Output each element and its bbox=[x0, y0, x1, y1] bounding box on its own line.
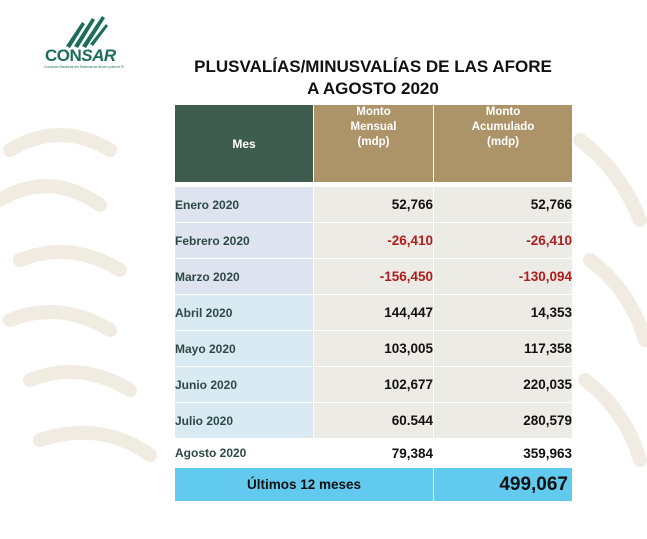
row-monthly-amount: -156,450 bbox=[313, 258, 434, 295]
row-month: Abril 2020 bbox=[174, 294, 314, 331]
row-monthly-amount: 60.544 bbox=[313, 402, 434, 439]
header-acumulado-line1: Monto bbox=[485, 106, 521, 118]
logo-wordmark-suffix: SAR bbox=[81, 46, 116, 65]
row-cumulative-amount: 220,035 bbox=[433, 366, 573, 403]
feather-logo-icon bbox=[66, 16, 108, 48]
table-footer-row: Últimos 12 meses 499,067 bbox=[174, 467, 573, 502]
header-mensual-line2: Mensual bbox=[350, 121, 397, 133]
row-month: Marzo 2020 bbox=[174, 258, 314, 295]
logo-tagline: Comisión Nacional del Sistema de Ahorro … bbox=[44, 65, 124, 69]
table-row: Junio 2020 102,677 220,035 bbox=[174, 366, 573, 403]
row-monthly-amount: 102,677 bbox=[313, 366, 434, 403]
row-cumulative-amount: 280,579 bbox=[433, 402, 573, 439]
row-month: Junio 2020 bbox=[174, 366, 314, 403]
table-header-row: Mes Monto Mensual (mdp) Monto Acumulado … bbox=[174, 104, 573, 183]
row-monthly-amount: -26,410 bbox=[313, 222, 434, 259]
row-cumulative-amount: 52,766 bbox=[433, 186, 573, 223]
footer-label: Últimos 12 meses bbox=[174, 467, 434, 502]
table-row: Enero 2020 52,766 52,766 bbox=[174, 186, 573, 223]
header-monto-acumulado: Monto Acumulado (mdp) bbox=[433, 104, 573, 183]
logo-wordmark-prefix: CON bbox=[45, 46, 82, 65]
row-monthly-amount: 52,766 bbox=[313, 186, 434, 223]
footer-total: 499,067 bbox=[433, 467, 573, 502]
header-monto-mensual: Monto Mensual (mdp) bbox=[313, 104, 434, 183]
row-month: Julio 2020 bbox=[174, 402, 314, 439]
eagle-watermark bbox=[0, 128, 647, 467]
row-monthly-amount: 103,005 bbox=[313, 330, 434, 367]
header-acumulado-line2: Acumulado bbox=[471, 121, 535, 133]
table-row: Abril 2020 144,447 14,353 bbox=[174, 294, 573, 331]
row-month: Enero 2020 bbox=[174, 186, 314, 223]
row-cumulative-amount: -130,094 bbox=[433, 258, 573, 295]
table-row: Febrero 2020 -26,410 -26,410 bbox=[174, 222, 573, 259]
row-monthly-amount: 79,384 bbox=[313, 438, 434, 468]
row-cumulative-amount: 117,358 bbox=[433, 330, 573, 367]
header-mensual-line1: Monto bbox=[356, 106, 391, 118]
afore-returns-table: Mes Monto Mensual (mdp) Monto Acumulado … bbox=[174, 104, 573, 502]
table-row: Julio 2020 60.544 280,579 bbox=[174, 402, 573, 439]
table-row: Marzo 2020 -156,450 -130,094 bbox=[174, 258, 573, 295]
row-cumulative-amount: -26,410 bbox=[433, 222, 573, 259]
logo-wordmark: CONSAR bbox=[45, 46, 116, 66]
table-row: Agosto 2020 79,384 359,963 bbox=[174, 438, 573, 468]
header-mes: Mes bbox=[174, 104, 314, 183]
table-row: Mayo 2020 103,005 117,358 bbox=[174, 330, 573, 367]
header-acumulado-line3: (mdp) bbox=[487, 136, 519, 148]
header-mensual-line3: (mdp) bbox=[357, 136, 390, 148]
page-title-line1: PLUSVALÍAS/MINUSVALÍAS DE LAS AFORE bbox=[194, 57, 552, 76]
row-month: Agosto 2020 bbox=[174, 438, 314, 468]
row-month: Mayo 2020 bbox=[174, 330, 314, 367]
row-monthly-amount: 144,447 bbox=[313, 294, 434, 331]
page-title-line2: A AGOSTO 2020 bbox=[307, 79, 439, 98]
row-month: Febrero 2020 bbox=[174, 222, 314, 259]
row-cumulative-amount: 14,353 bbox=[433, 294, 573, 331]
row-cumulative-amount: 359,963 bbox=[433, 438, 573, 468]
